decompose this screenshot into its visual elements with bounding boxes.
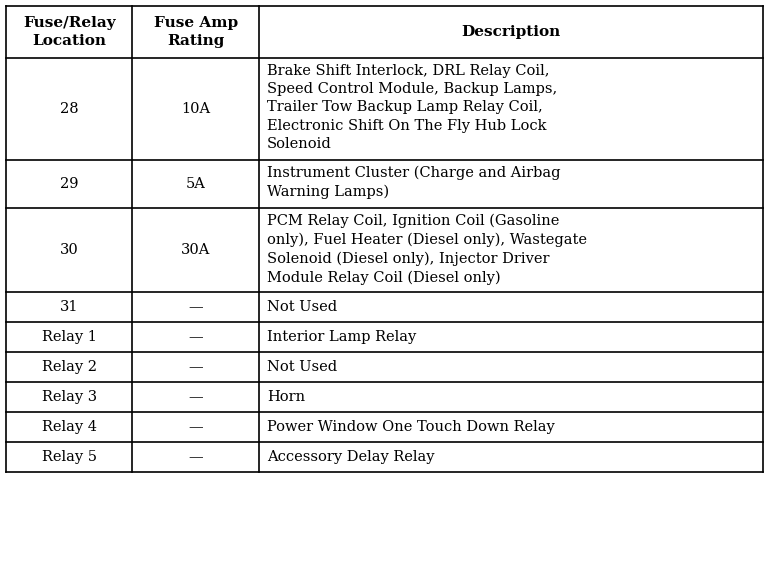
- Text: PCM Relay Coil, Ignition Coil (Gasoline
only), Fuel Heater (Diesel only), Wasteg: PCM Relay Coil, Ignition Coil (Gasoline …: [267, 214, 587, 284]
- Text: Fuse/Relay
Location: Fuse/Relay Location: [23, 16, 115, 48]
- Text: Not Used: Not Used: [267, 300, 337, 314]
- Text: —: —: [188, 420, 203, 434]
- Text: 10A: 10A: [181, 102, 210, 116]
- Text: —: —: [188, 330, 203, 344]
- Text: 5A: 5A: [185, 177, 205, 191]
- Text: —: —: [188, 450, 203, 464]
- Text: Interior Lamp Relay: Interior Lamp Relay: [267, 330, 416, 344]
- Bar: [6, 6, 763, 472]
- Text: Relay 1: Relay 1: [42, 330, 97, 344]
- Text: 30A: 30A: [181, 243, 210, 257]
- Text: Description: Description: [461, 25, 561, 39]
- Text: 29: 29: [60, 177, 78, 191]
- Text: Relay 5: Relay 5: [42, 450, 97, 464]
- Text: Relay 3: Relay 3: [42, 390, 97, 404]
- Text: 28: 28: [60, 102, 78, 116]
- Text: Accessory Delay Relay: Accessory Delay Relay: [267, 450, 434, 464]
- Text: Not Used: Not Used: [267, 360, 337, 374]
- Text: 30: 30: [60, 243, 78, 257]
- Text: Relay 4: Relay 4: [42, 420, 97, 434]
- Text: Fuse Amp
Rating: Fuse Amp Rating: [154, 16, 238, 48]
- Text: Instrument Cluster (Charge and Airbag
Warning Lamps): Instrument Cluster (Charge and Airbag Wa…: [267, 166, 561, 199]
- Text: —: —: [188, 390, 203, 404]
- Text: Power Window One Touch Down Relay: Power Window One Touch Down Relay: [267, 420, 554, 434]
- Text: Horn: Horn: [267, 390, 305, 404]
- Text: Relay 2: Relay 2: [42, 360, 97, 374]
- Text: Brake Shift Interlock, DRL Relay Coil,
Speed Control Module, Backup Lamps,
Trail: Brake Shift Interlock, DRL Relay Coil, S…: [267, 64, 557, 151]
- Text: —: —: [188, 360, 203, 374]
- Text: —: —: [188, 300, 203, 314]
- Text: 31: 31: [60, 300, 78, 314]
